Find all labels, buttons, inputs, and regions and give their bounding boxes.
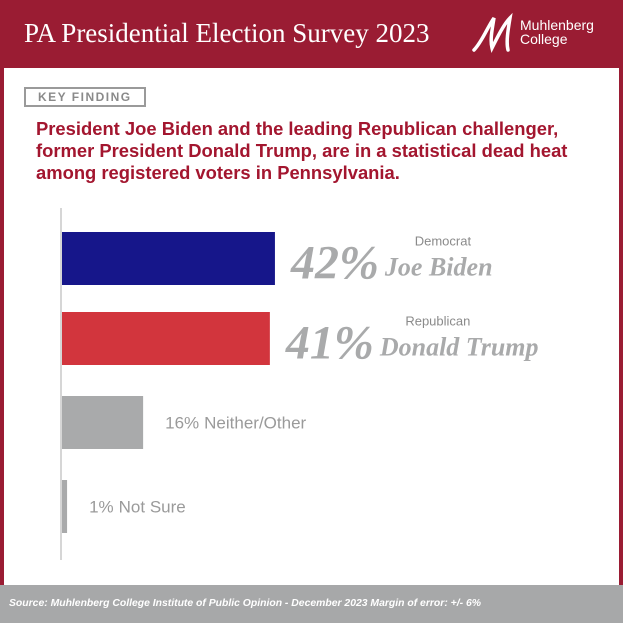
category-label: Neither/Other — [204, 414, 306, 433]
value-label: 16% — [165, 414, 199, 433]
logo: Muhlenberg College — [472, 12, 594, 54]
chart: 42% Democrat Joe Biden 41% Republican Donald … — [60, 208, 539, 560]
category-label: Not Sure — [119, 498, 186, 517]
category-label: Joe Biden — [384, 253, 493, 282]
category-label: Donald Trump — [379, 333, 539, 362]
bar — [62, 480, 68, 533]
value-label: 42% — [290, 237, 379, 290]
title: PA Presidential Election Survey 2023 — [24, 18, 430, 48]
logo-sub: College — [520, 31, 568, 47]
source: Source: Muhlenberg College Institute of … — [9, 598, 481, 609]
party-label: Democrat — [415, 234, 472, 249]
bar — [62, 232, 275, 285]
value-label: 41% — [285, 317, 374, 370]
bar — [62, 312, 270, 365]
logo-name: Muhlenberg — [520, 17, 594, 33]
logo-mark — [472, 12, 513, 54]
party-label: Republican — [405, 314, 470, 329]
key-finding-text: President Joe Biden and the leading Repu… — [36, 118, 568, 183]
bar — [62, 396, 144, 449]
value-label: 1% — [89, 498, 114, 517]
footer: Source: Muhlenberg College Institute of … — [0, 585, 623, 623]
key-finding-label: KEY FINDING — [24, 87, 146, 107]
header: PA Presidential Election Survey 2023 Muh… — [0, 0, 623, 68]
